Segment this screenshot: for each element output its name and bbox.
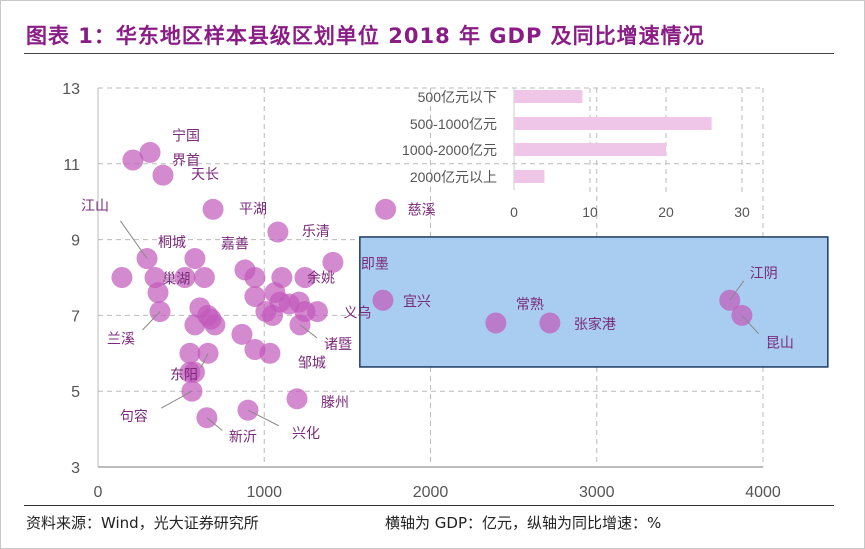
inset-tick-label: 10 (582, 204, 598, 220)
x-tick-label: 0 (94, 484, 103, 501)
point-label: 邹城 (298, 355, 326, 371)
figure-title: 图表 1：华东地区样本县级区划单位 2018 年 GDP 及同比增速情况 (26, 24, 705, 48)
leader-line (200, 353, 209, 368)
leader-line (142, 311, 161, 331)
title-divider (24, 53, 834, 54)
x-tick-label: 3000 (579, 484, 615, 501)
x-tick-label: 1000 (246, 484, 282, 501)
point-label: 余姚 (307, 270, 335, 287)
leader-line (206, 417, 223, 431)
scatter-point (267, 221, 289, 243)
scatter-point (375, 198, 397, 220)
y-tick-label: 3 (71, 460, 80, 477)
point-label: 巢湖 (162, 272, 190, 288)
point-label: 天长 (191, 167, 219, 183)
point-label: 乐清 (302, 224, 330, 240)
scatter-point (231, 323, 253, 345)
point-label: 东阳 (170, 367, 198, 383)
x-tick-label: 2000 (413, 484, 449, 501)
leader-line (160, 390, 193, 409)
point-label: 常熟 (516, 297, 544, 313)
inset-tick-label: 20 (658, 204, 674, 220)
y-tick-label: 11 (63, 157, 80, 174)
scatter-point (179, 342, 201, 364)
scatter-point (202, 198, 224, 220)
scatter-point (204, 314, 226, 336)
inset-category-label: 500亿元以下 (418, 89, 497, 105)
x-tick-label: 4000 (745, 484, 781, 501)
y-tick-label: 5 (71, 384, 80, 401)
inset-bar (514, 170, 545, 183)
axis-note: 横轴为 GDP：亿元，纵轴为同比增速：% (385, 514, 662, 532)
inset-category-label: 1000-2000亿元 (402, 142, 497, 158)
y-tick-label: 9 (71, 233, 80, 250)
point-label: 宁国 (172, 127, 200, 144)
scatter-point (294, 267, 316, 288)
inset-category-label: 500-1000亿元 (410, 116, 497, 132)
point-label: 诸暨 (324, 337, 352, 353)
point-label: 滕州 (321, 395, 349, 411)
scatter-point (184, 248, 206, 270)
inset-bar (514, 90, 583, 103)
inset-bar (514, 117, 712, 130)
scatter-point (244, 285, 266, 307)
inset-tick-label: 30 (734, 204, 750, 220)
point-label: 慈溪 (408, 202, 436, 218)
point-label: 句容 (120, 408, 148, 425)
point-label: 兴化 (292, 426, 320, 442)
scatter-point (183, 361, 205, 383)
scatter-point (111, 267, 133, 288)
leader-line (299, 324, 318, 339)
scatter-point (244, 267, 266, 288)
scatter-point (152, 164, 174, 186)
scatter-point (322, 251, 344, 273)
point-label: 即墨 (361, 256, 389, 272)
scatter-point (286, 388, 308, 410)
point-label: 江山 (81, 199, 109, 215)
y-tick-label: 7 (71, 308, 80, 325)
scatter-point (259, 342, 281, 364)
inset-bar (514, 143, 666, 156)
point-label: 兰溪 (107, 332, 135, 348)
leader-line (120, 220, 148, 259)
scatter-point (306, 301, 328, 323)
highlight-box (359, 236, 829, 368)
scatter-point (539, 312, 561, 334)
scatter-point (193, 267, 215, 288)
point-label: 昆山 (766, 335, 794, 351)
leader-line (741, 315, 760, 335)
scatter-point (262, 304, 284, 326)
point-label: 平湖 (239, 201, 267, 217)
leader-line (247, 409, 279, 427)
scatter-point (485, 312, 507, 334)
point-label: 嘉善 (221, 237, 249, 253)
inset-category-label: 2000亿元以上 (410, 169, 497, 185)
point-label: 桐城 (158, 235, 186, 251)
footer-divider (24, 505, 834, 506)
point-label: 界首 (172, 153, 200, 169)
scatter-point (147, 282, 169, 304)
scatter-point (184, 314, 206, 336)
leader-line (729, 280, 745, 301)
scatter-point (174, 267, 196, 288)
point-label: 义乌 (343, 306, 371, 322)
point-label: 新沂 (229, 430, 257, 446)
scatter-point (372, 289, 394, 311)
y-tick-label: 13 (62, 81, 80, 98)
scatter-point (122, 149, 144, 171)
point-label: 宜兴 (403, 294, 431, 310)
point-label: 江阴 (750, 266, 778, 282)
point-label: 张家港 (574, 316, 616, 333)
scatter-point (139, 141, 161, 163)
inset-tick-label: 0 (510, 204, 518, 220)
source-note: 资料来源：Wind，光大证券研究所 (26, 514, 259, 532)
